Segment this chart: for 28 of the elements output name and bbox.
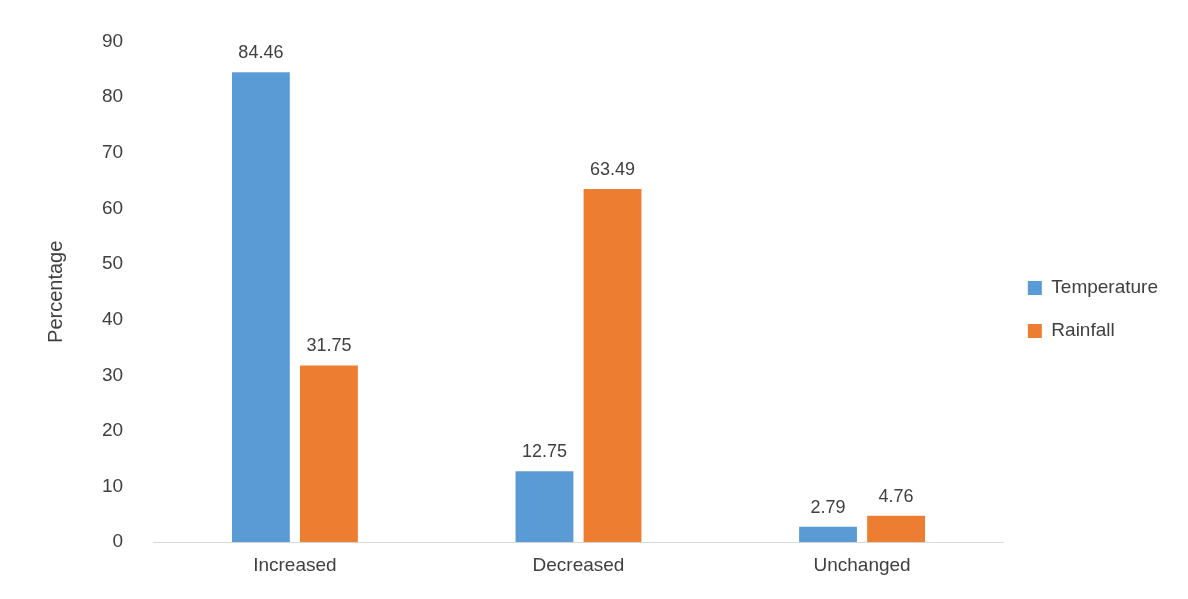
bar (515, 471, 574, 543)
bar (300, 365, 358, 543)
bar (799, 526, 857, 543)
data-label: 84.46 (238, 42, 284, 63)
y-tick-label: 40 (101, 307, 124, 329)
y-tick-label: 80 (101, 85, 124, 107)
bar (867, 515, 926, 543)
bar (583, 188, 642, 543)
data-label: 4.76 (878, 485, 914, 506)
data-label: 63.49 (589, 158, 636, 179)
y-axis-title: Percentage (43, 240, 66, 343)
y-tick-label: 20 (101, 419, 124, 441)
x-tick-label: Decreased (532, 553, 625, 575)
x-tick-label: Unchanged (813, 553, 911, 575)
y-tick-label: 70 (101, 140, 124, 162)
y-tick-label: 10 (101, 474, 124, 496)
legend-label: Rainfall (1051, 319, 1115, 341)
y-tick-label: 0 (112, 530, 124, 552)
legend-label: Temperature (1051, 276, 1159, 298)
data-label: 12.75 (521, 441, 567, 462)
y-tick-label: 50 (101, 252, 124, 274)
bar (231, 72, 290, 543)
x-tick-label: Increased (253, 553, 337, 575)
data-label: 31.75 (306, 335, 352, 356)
y-tick-label: 60 (101, 196, 124, 218)
y-tick-label: 90 (101, 29, 124, 51)
data-label: 2.79 (810, 496, 846, 517)
y-tick-label: 30 (101, 363, 124, 385)
